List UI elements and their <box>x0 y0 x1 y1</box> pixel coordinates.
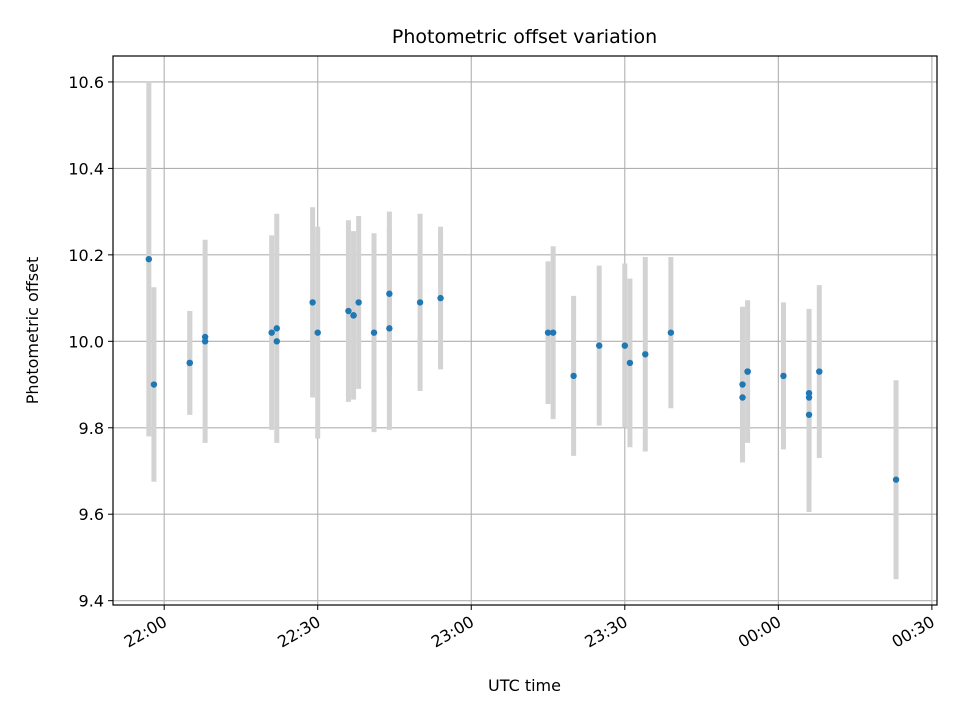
data-point <box>739 381 746 388</box>
data-points <box>145 255 900 483</box>
data-point <box>355 299 362 306</box>
y-tick-label: 10.0 <box>68 332 104 351</box>
y-axis-label: Photometric offset <box>23 257 42 405</box>
data-point <box>596 342 603 349</box>
y-tick-label: 9.8 <box>79 419 104 438</box>
data-point <box>570 372 577 380</box>
chart-title: Photometric offset variation <box>392 26 657 48</box>
data-point <box>416 299 424 306</box>
data-point <box>201 338 209 345</box>
data-point <box>309 299 316 306</box>
data-point <box>370 329 378 336</box>
data-point <box>273 325 280 332</box>
y-tick-label: 10.2 <box>68 246 104 265</box>
y-tick-label: 10.6 <box>68 73 104 92</box>
data-point <box>386 325 393 332</box>
data-point <box>892 476 900 483</box>
data-point <box>186 359 193 367</box>
data-point <box>667 329 675 336</box>
data-point <box>544 329 552 336</box>
data-point <box>626 359 634 367</box>
data-point <box>642 351 649 358</box>
data-point <box>816 368 823 375</box>
data-point <box>386 290 393 297</box>
data-point <box>621 342 629 349</box>
data-point <box>268 329 275 336</box>
data-point <box>805 389 813 397</box>
data-point <box>739 394 746 401</box>
data-point <box>350 312 357 319</box>
data-point <box>437 294 444 302</box>
data-point <box>744 368 751 375</box>
data-point <box>805 411 813 418</box>
data-point <box>150 381 158 388</box>
data-point <box>273 338 280 345</box>
y-tick-label: 9.6 <box>79 505 104 524</box>
x-axis-label: UTC time <box>488 676 561 695</box>
data-point <box>314 329 321 336</box>
plot-frame <box>112 55 938 606</box>
y-axis: 9.4 9.6 9.8 10.0 10.2 10.4 10.6 <box>68 73 113 611</box>
data-point <box>549 329 557 336</box>
data-point <box>145 255 153 263</box>
data-point <box>780 372 787 380</box>
data-point <box>345 307 352 315</box>
grid <box>113 56 937 605</box>
y-tick-label: 9.4 <box>79 592 104 611</box>
y-tick-label: 10.4 <box>68 159 104 178</box>
